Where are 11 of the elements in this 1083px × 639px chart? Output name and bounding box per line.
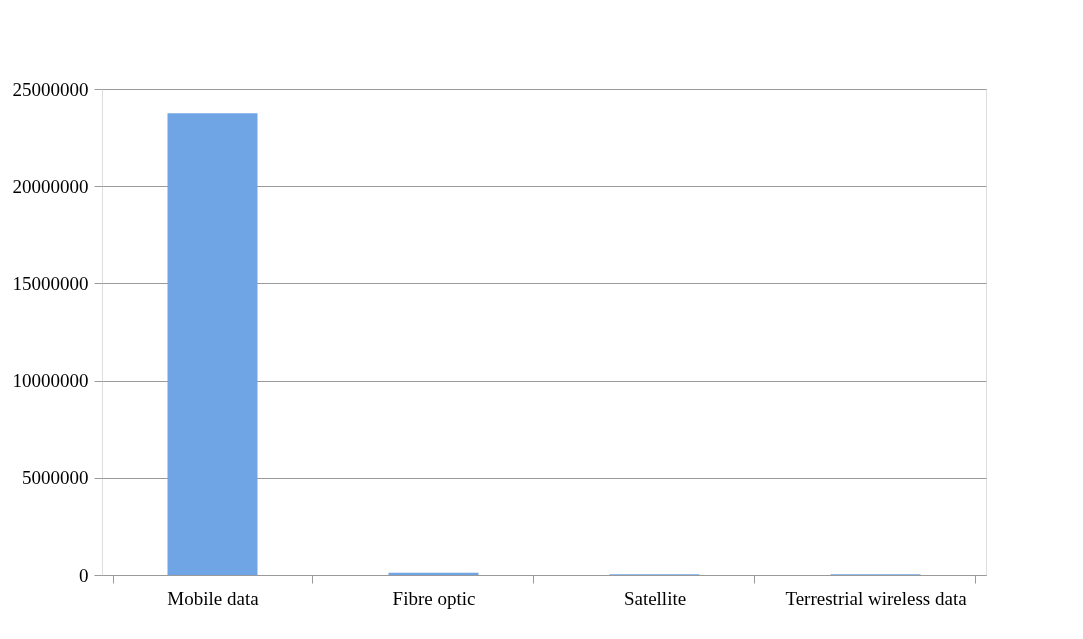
y-tick-label: 5000000	[22, 467, 89, 489]
y-tick-label: 0	[79, 564, 89, 586]
x-tick-label: Terrestrial wireless data	[785, 587, 968, 609]
y-tick-label: 15000000	[12, 272, 89, 294]
x-tick-label: Fibre optic	[392, 587, 476, 609]
y-tick-label: 25000000	[12, 78, 89, 100]
x-tick-label: Satellite	[623, 587, 687, 609]
y-tick-label: 10000000	[12, 370, 89, 392]
bar	[167, 113, 258, 575]
y-tick-label: 20000000	[12, 175, 89, 197]
x-tick-label: Mobile data	[167, 587, 260, 609]
